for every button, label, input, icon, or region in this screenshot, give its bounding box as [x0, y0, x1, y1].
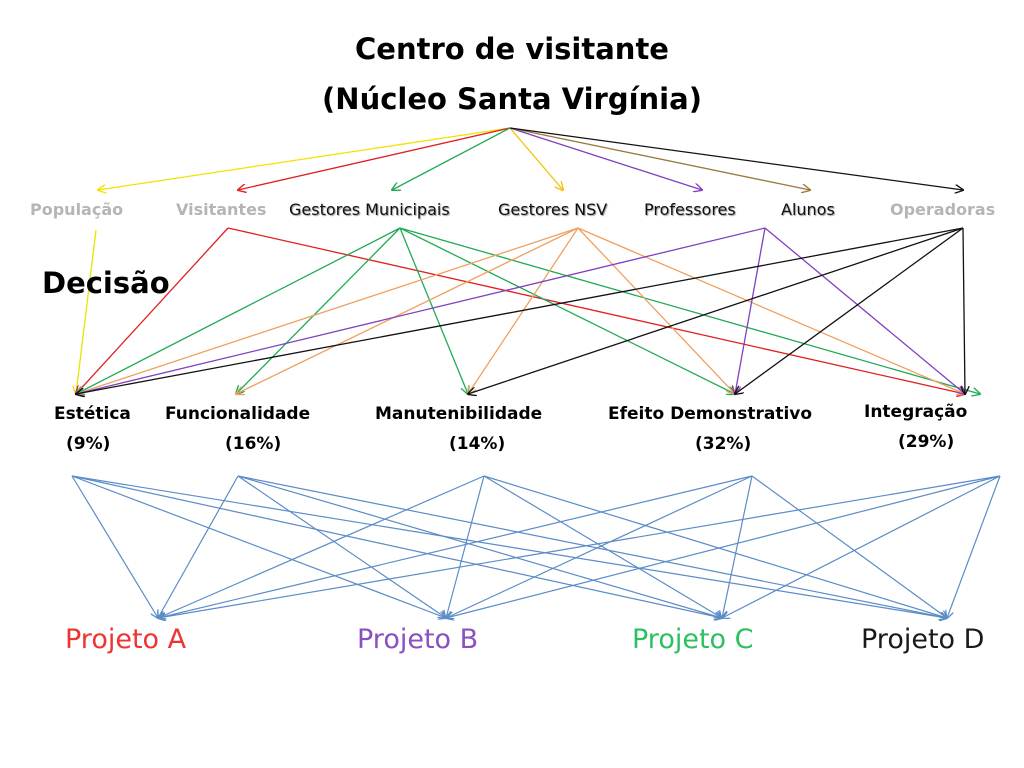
edge-est-to-project-B [71, 475, 446, 618]
edge-gm-to-man [399, 227, 468, 394]
edge-vis-to-int [227, 227, 965, 394]
stakeholder-criteria-links [76, 227, 980, 394]
stakeholder-populacao: População [30, 200, 124, 219]
edge-est-to-project-A [71, 475, 158, 618]
criterion-integracao-weight: (29%) [898, 432, 955, 452]
edge-efe-to-project-B [446, 475, 753, 618]
edge-gm-to-int [399, 227, 980, 394]
edge-man-to-project-D [483, 475, 947, 618]
edge-op-to-man [468, 227, 964, 394]
edge-nsv-to-est [76, 227, 579, 394]
criterion-funcionalidade: Funcionalidade [165, 404, 311, 424]
project-a: Projeto A [65, 624, 187, 655]
diagram-title-line2: (Núcleo Santa Virgínia) [322, 82, 702, 116]
edge-efe-to-project-A [158, 475, 753, 618]
edge-int-to-project-B [446, 475, 1001, 618]
decision-label: Decisão [42, 266, 170, 300]
edge-est-to-project-C [71, 475, 722, 618]
stakeholder-alunos: Alunos [781, 200, 835, 219]
edge-gm-to-efe [399, 227, 735, 394]
edge-root-to-vis [238, 127, 511, 190]
diagram-title-line1: Centro de visitante [355, 32, 669, 66]
edge-pop-to-est [76, 229, 97, 394]
edge-op-to-est [76, 227, 964, 394]
edge-root-to-op [509, 127, 963, 190]
edge-int-to-project-D [947, 475, 1001, 618]
edge-int-to-project-C [722, 475, 1001, 618]
edge-op-to-efe [735, 227, 964, 394]
edge-fun-to-project-C [237, 475, 722, 618]
edge-nsv-to-int [577, 227, 965, 394]
criterion-efeito-demonstrativo: Efeito Demonstrativo [608, 404, 813, 424]
edge-fun-to-project-D [237, 475, 947, 618]
edge-nsv-to-fun [236, 227, 579, 394]
stakeholder-visitantes: Visitantes [176, 200, 267, 219]
edge-gm-to-est [76, 227, 401, 394]
edge-prof-to-efe [735, 227, 766, 394]
edge-est-to-project-D [71, 475, 947, 618]
edge-efe-to-project-D [751, 475, 947, 618]
edge-root-to-alu [509, 127, 810, 190]
stakeholder-gestores-nsv: Gestores NSV [498, 200, 608, 219]
criterion-efeito-demonstrativo-weight: (32%) [695, 434, 752, 454]
criterion-estetica-weight: (9%) [66, 434, 111, 454]
criterion-manutenibilidade-weight: (14%) [449, 434, 506, 454]
edge-root-to-prof [509, 127, 702, 190]
edge-man-to-project-C [483, 475, 722, 618]
edge-root-to-nsv [509, 127, 563, 190]
edge-fun-to-project-B [237, 475, 446, 618]
stakeholder-professores: Professores [644, 200, 736, 219]
criterion-integracao: Integração [864, 402, 968, 422]
edge-prof-to-est [76, 227, 766, 394]
edge-root-to-pop [98, 127, 511, 190]
edge-fun-to-project-A [158, 475, 239, 618]
edge-root-to-gm [392, 127, 511, 190]
edge-op-to-int [963, 227, 965, 394]
project-d: Projeto D [861, 624, 985, 655]
root-links [98, 127, 963, 190]
stakeholder-operadoras: Operadoras [890, 200, 996, 219]
edge-man-to-project-A [158, 475, 485, 618]
stakeholder-gestores-municipais: Gestores Municipais [289, 200, 450, 219]
edge-vis-to-est [76, 227, 229, 394]
edge-nsv-to-efe [577, 227, 735, 394]
criteria-project-links [71, 475, 1001, 618]
edge-man-to-project-B [446, 475, 485, 618]
project-b: Projeto B [357, 624, 479, 655]
edge-gm-to-fun [236, 227, 401, 394]
edge-int-to-project-A [158, 475, 1001, 618]
criterion-estetica: Estética [54, 404, 131, 424]
criterion-funcionalidade-weight: (16%) [225, 434, 282, 454]
criterion-manutenibilidade: Manutenibilidade [375, 404, 543, 424]
edge-prof-to-int [764, 227, 965, 394]
edge-efe-to-project-C [722, 475, 753, 618]
project-c: Projeto C [632, 624, 754, 655]
